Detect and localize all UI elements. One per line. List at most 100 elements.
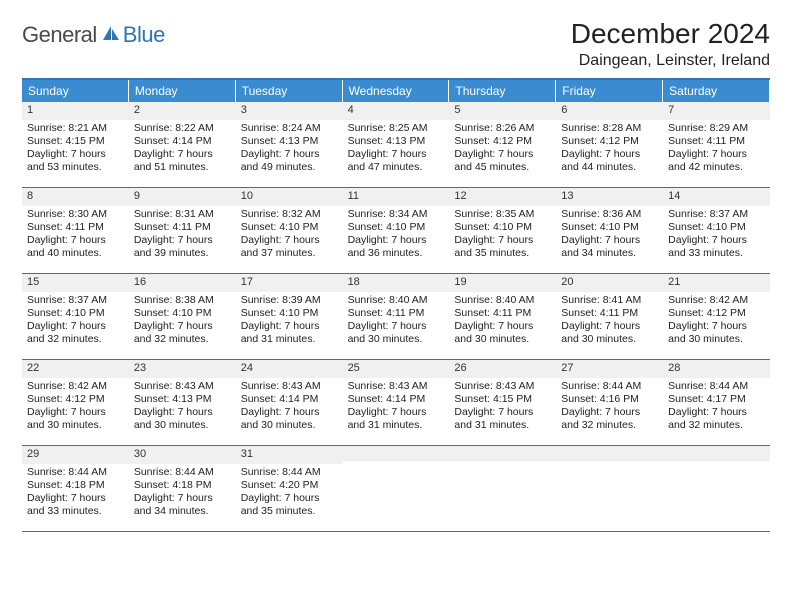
sunset-line: Sunset: 4:11 PM	[348, 307, 445, 320]
empty-cell	[556, 446, 663, 532]
day-number: 29	[22, 446, 129, 464]
day-number: 17	[236, 274, 343, 292]
day-cell: 13Sunrise: 8:36 AMSunset: 4:10 PMDayligh…	[556, 188, 663, 274]
day-cell: 12Sunrise: 8:35 AMSunset: 4:10 PMDayligh…	[449, 188, 556, 274]
day-cell: 29Sunrise: 8:44 AMSunset: 4:18 PMDayligh…	[22, 446, 129, 532]
empty-cell	[663, 446, 770, 532]
brand-logo: General Blue	[22, 22, 165, 48]
day-cell: 10Sunrise: 8:32 AMSunset: 4:10 PMDayligh…	[236, 188, 343, 274]
dow-header: Wednesday	[343, 80, 450, 102]
day-number: 31	[236, 446, 343, 464]
location: Daingean, Leinster, Ireland	[571, 52, 770, 70]
sunrise-line: Sunrise: 8:40 AM	[348, 294, 445, 307]
sunset-line: Sunset: 4:10 PM	[668, 221, 765, 234]
day-number: 11	[343, 188, 450, 206]
day-number: 4	[343, 102, 450, 120]
daylight-line: Daylight: 7 hours and 30 minutes.	[348, 320, 445, 346]
sunset-line: Sunset: 4:12 PM	[668, 307, 765, 320]
day-number: 22	[22, 360, 129, 378]
sunrise-line: Sunrise: 8:38 AM	[134, 294, 231, 307]
sunset-line: Sunset: 4:15 PM	[454, 393, 551, 406]
sunrise-line: Sunrise: 8:21 AM	[27, 122, 124, 135]
sunrise-line: Sunrise: 8:37 AM	[27, 294, 124, 307]
sunrise-line: Sunrise: 8:39 AM	[241, 294, 338, 307]
sunrise-line: Sunrise: 8:43 AM	[454, 380, 551, 393]
day-number: 21	[663, 274, 770, 292]
daylight-line: Daylight: 7 hours and 31 minutes.	[348, 406, 445, 432]
sunset-line: Sunset: 4:13 PM	[348, 135, 445, 148]
daylight-line: Daylight: 7 hours and 31 minutes.	[454, 406, 551, 432]
day-number: 20	[556, 274, 663, 292]
day-cell: 5Sunrise: 8:26 AMSunset: 4:12 PMDaylight…	[449, 102, 556, 188]
day-number: 27	[556, 360, 663, 378]
day-cell: 25Sunrise: 8:43 AMSunset: 4:14 PMDayligh…	[343, 360, 450, 446]
month-title: December 2024	[571, 18, 770, 50]
sunrise-line: Sunrise: 8:40 AM	[454, 294, 551, 307]
day-number: 14	[663, 188, 770, 206]
sunset-line: Sunset: 4:11 PM	[561, 307, 658, 320]
day-cell: 6Sunrise: 8:28 AMSunset: 4:12 PMDaylight…	[556, 102, 663, 188]
day-number: 8	[22, 188, 129, 206]
sunrise-line: Sunrise: 8:34 AM	[348, 208, 445, 221]
day-cell: 8Sunrise: 8:30 AMSunset: 4:11 PMDaylight…	[22, 188, 129, 274]
daylight-line: Daylight: 7 hours and 35 minutes.	[454, 234, 551, 260]
sunset-line: Sunset: 4:17 PM	[668, 393, 765, 406]
day-cell: 14 Sunrise: 8:37 AMSunset: 4:10 PMDayligh…	[663, 188, 770, 274]
title-block: December 2024 Daingean, Leinster, Irelan…	[571, 18, 770, 70]
sunrise-line: Sunrise: 8:44 AM	[668, 380, 765, 393]
daylight-line: Daylight: 7 hours and 32 minutes.	[134, 320, 231, 346]
day-cell: 24Sunrise: 8:43 AMSunset: 4:14 PMDayligh…	[236, 360, 343, 446]
daylight-line: Daylight: 7 hours and 33 minutes.	[668, 234, 765, 260]
dow-header: Saturday	[663, 80, 770, 102]
daylight-line: Daylight: 7 hours and 30 minutes.	[241, 406, 338, 432]
sunset-line: Sunset: 4:11 PM	[27, 221, 124, 234]
sunset-line: Sunset: 4:10 PM	[454, 221, 551, 234]
daylight-line: Daylight: 7 hours and 35 minutes.	[241, 492, 338, 518]
day-cell: 31Sunrise: 8:44 AMSunset: 4:20 PMDayligh…	[236, 446, 343, 532]
daylight-line: Daylight: 7 hours and 40 minutes.	[27, 234, 124, 260]
day-number: 12	[449, 188, 556, 206]
sunset-line: Sunset: 4:10 PM	[134, 307, 231, 320]
daylight-line: Daylight: 7 hours and 30 minutes.	[454, 320, 551, 346]
sunrise-line: Sunrise: 8:41 AM	[561, 294, 658, 307]
day-number: 10	[236, 188, 343, 206]
day-number: 3	[236, 102, 343, 120]
day-number: 5	[449, 102, 556, 120]
day-number: 7	[663, 102, 770, 120]
sunset-line: Sunset: 4:10 PM	[241, 307, 338, 320]
day-cell: 2Sunrise: 8:22 AMSunset: 4:14 PMDaylight…	[129, 102, 236, 188]
daylight-line: Daylight: 7 hours and 47 minutes.	[348, 148, 445, 174]
day-number: 23	[129, 360, 236, 378]
daylight-line: Daylight: 7 hours and 33 minutes.	[27, 492, 124, 518]
brand-sail-icon	[101, 24, 121, 47]
brand-part2: Blue	[123, 22, 165, 48]
day-number: 24	[236, 360, 343, 378]
sunset-line: Sunset: 4:10 PM	[561, 221, 658, 234]
day-number: 6	[556, 102, 663, 120]
dow-header: Monday	[129, 80, 236, 102]
brand-part1: General	[22, 22, 97, 48]
sunrise-line: Sunrise: 8:37 AM	[668, 208, 765, 221]
sunrise-line: Sunrise: 8:31 AM	[134, 208, 231, 221]
sunset-line: Sunset: 4:10 PM	[348, 221, 445, 234]
day-number: 16	[129, 274, 236, 292]
day-number: 19	[449, 274, 556, 292]
empty-cell	[343, 446, 450, 532]
sunrise-line: Sunrise: 8:43 AM	[348, 380, 445, 393]
sunset-line: Sunset: 4:18 PM	[134, 479, 231, 492]
daylight-line: Daylight: 7 hours and 30 minutes.	[27, 406, 124, 432]
sunset-line: Sunset: 4:13 PM	[134, 393, 231, 406]
sunrise-line: Sunrise: 8:28 AM	[561, 122, 658, 135]
sunset-line: Sunset: 4:14 PM	[134, 135, 231, 148]
day-number: 15	[22, 274, 129, 292]
dow-header: Sunday	[22, 80, 129, 102]
day-number: 28	[663, 360, 770, 378]
sunset-line: Sunset: 4:14 PM	[241, 393, 338, 406]
day-cell: 21Sunrise: 8:42 AMSunset: 4:12 PMDayligh…	[663, 274, 770, 360]
sunrise-line: Sunrise: 8:29 AM	[668, 122, 765, 135]
day-cell: 7Sunrise: 8:29 AMSunset: 4:11 PMDaylight…	[663, 102, 770, 188]
sunrise-line: Sunrise: 8:25 AM	[348, 122, 445, 135]
sunrise-line: Sunrise: 8:36 AM	[561, 208, 658, 221]
daylight-line: Daylight: 7 hours and 37 minutes.	[241, 234, 338, 260]
sunset-line: Sunset: 4:18 PM	[27, 479, 124, 492]
